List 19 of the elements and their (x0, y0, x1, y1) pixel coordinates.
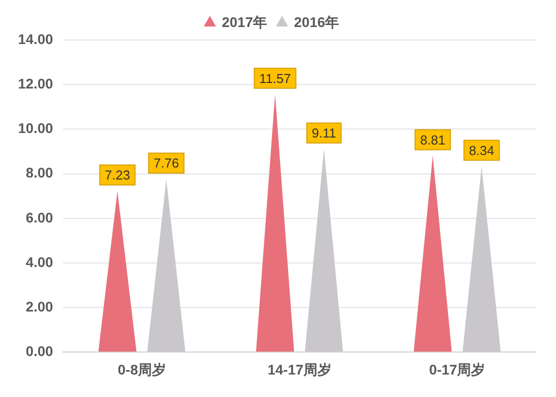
legend-label: 2016年 (294, 14, 340, 30)
y-tick-label: 14.00 (18, 30, 54, 47)
y-tick-label: 8.00 (26, 164, 54, 181)
y-tick-label: 0.00 (26, 343, 54, 360)
data-label: 7.76 (154, 156, 179, 171)
data-label: 9.11 (312, 126, 336, 141)
x-tick-label: 0-17周岁 (429, 361, 486, 378)
data-label: 11.57 (259, 70, 291, 86)
x-tick-label: 14-17周岁 (268, 361, 332, 378)
data-label: 7.23 (104, 168, 130, 183)
x-tick-label: 0-8周岁 (118, 361, 166, 378)
legend-label: 2017年 (222, 14, 268, 30)
y-tick-label: 4.00 (26, 254, 54, 270)
y-tick-label: 12.00 (18, 75, 54, 92)
y-tick-label: 10.00 (18, 120, 54, 136)
data-label: 8.81 (420, 132, 446, 148)
y-tick-label: 6.00 (26, 209, 54, 226)
y-tick-label: 2.00 (26, 298, 54, 314)
data-label: 8.34 (468, 142, 494, 158)
